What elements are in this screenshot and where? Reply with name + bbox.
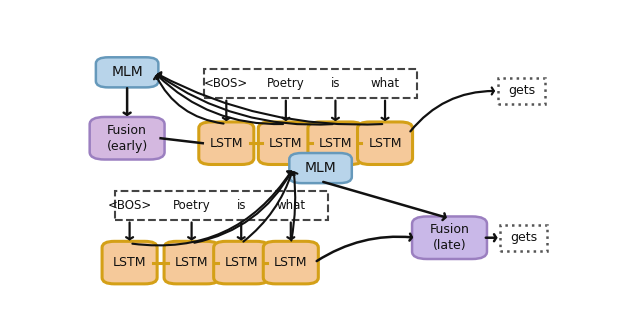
Text: MLM: MLM [305,161,337,175]
Text: Poetry: Poetry [173,199,211,212]
FancyBboxPatch shape [90,117,164,160]
Text: Poetry: Poetry [267,77,305,90]
Text: LSTM: LSTM [175,256,209,269]
Text: what: what [371,77,399,90]
Text: Fusion
(early): Fusion (early) [106,124,148,153]
Text: is: is [331,77,340,90]
FancyBboxPatch shape [358,122,413,164]
FancyBboxPatch shape [214,241,269,284]
FancyBboxPatch shape [289,153,352,183]
Text: LSTM: LSTM [319,137,352,150]
FancyBboxPatch shape [96,57,158,88]
FancyBboxPatch shape [412,216,487,259]
Text: LSTM: LSTM [269,137,303,150]
Text: MLM: MLM [111,65,143,79]
FancyBboxPatch shape [102,241,157,284]
FancyBboxPatch shape [308,122,363,164]
FancyBboxPatch shape [259,122,314,164]
Text: what: what [276,199,305,212]
FancyBboxPatch shape [500,225,547,251]
Text: gets: gets [510,231,538,244]
Text: Fusion
(late): Fusion (late) [429,223,470,252]
Text: LSTM: LSTM [368,137,402,150]
Text: <BOS>: <BOS> [108,199,152,212]
FancyBboxPatch shape [164,241,219,284]
Text: LSTM: LSTM [274,256,308,269]
Text: LSTM: LSTM [225,256,258,269]
FancyBboxPatch shape [199,122,254,164]
Text: gets: gets [508,85,535,98]
Text: is: is [236,199,246,212]
FancyBboxPatch shape [498,78,545,104]
Text: LSTM: LSTM [209,137,243,150]
Text: <BOS>: <BOS> [204,77,248,90]
Text: LSTM: LSTM [113,256,147,269]
FancyBboxPatch shape [263,241,318,284]
